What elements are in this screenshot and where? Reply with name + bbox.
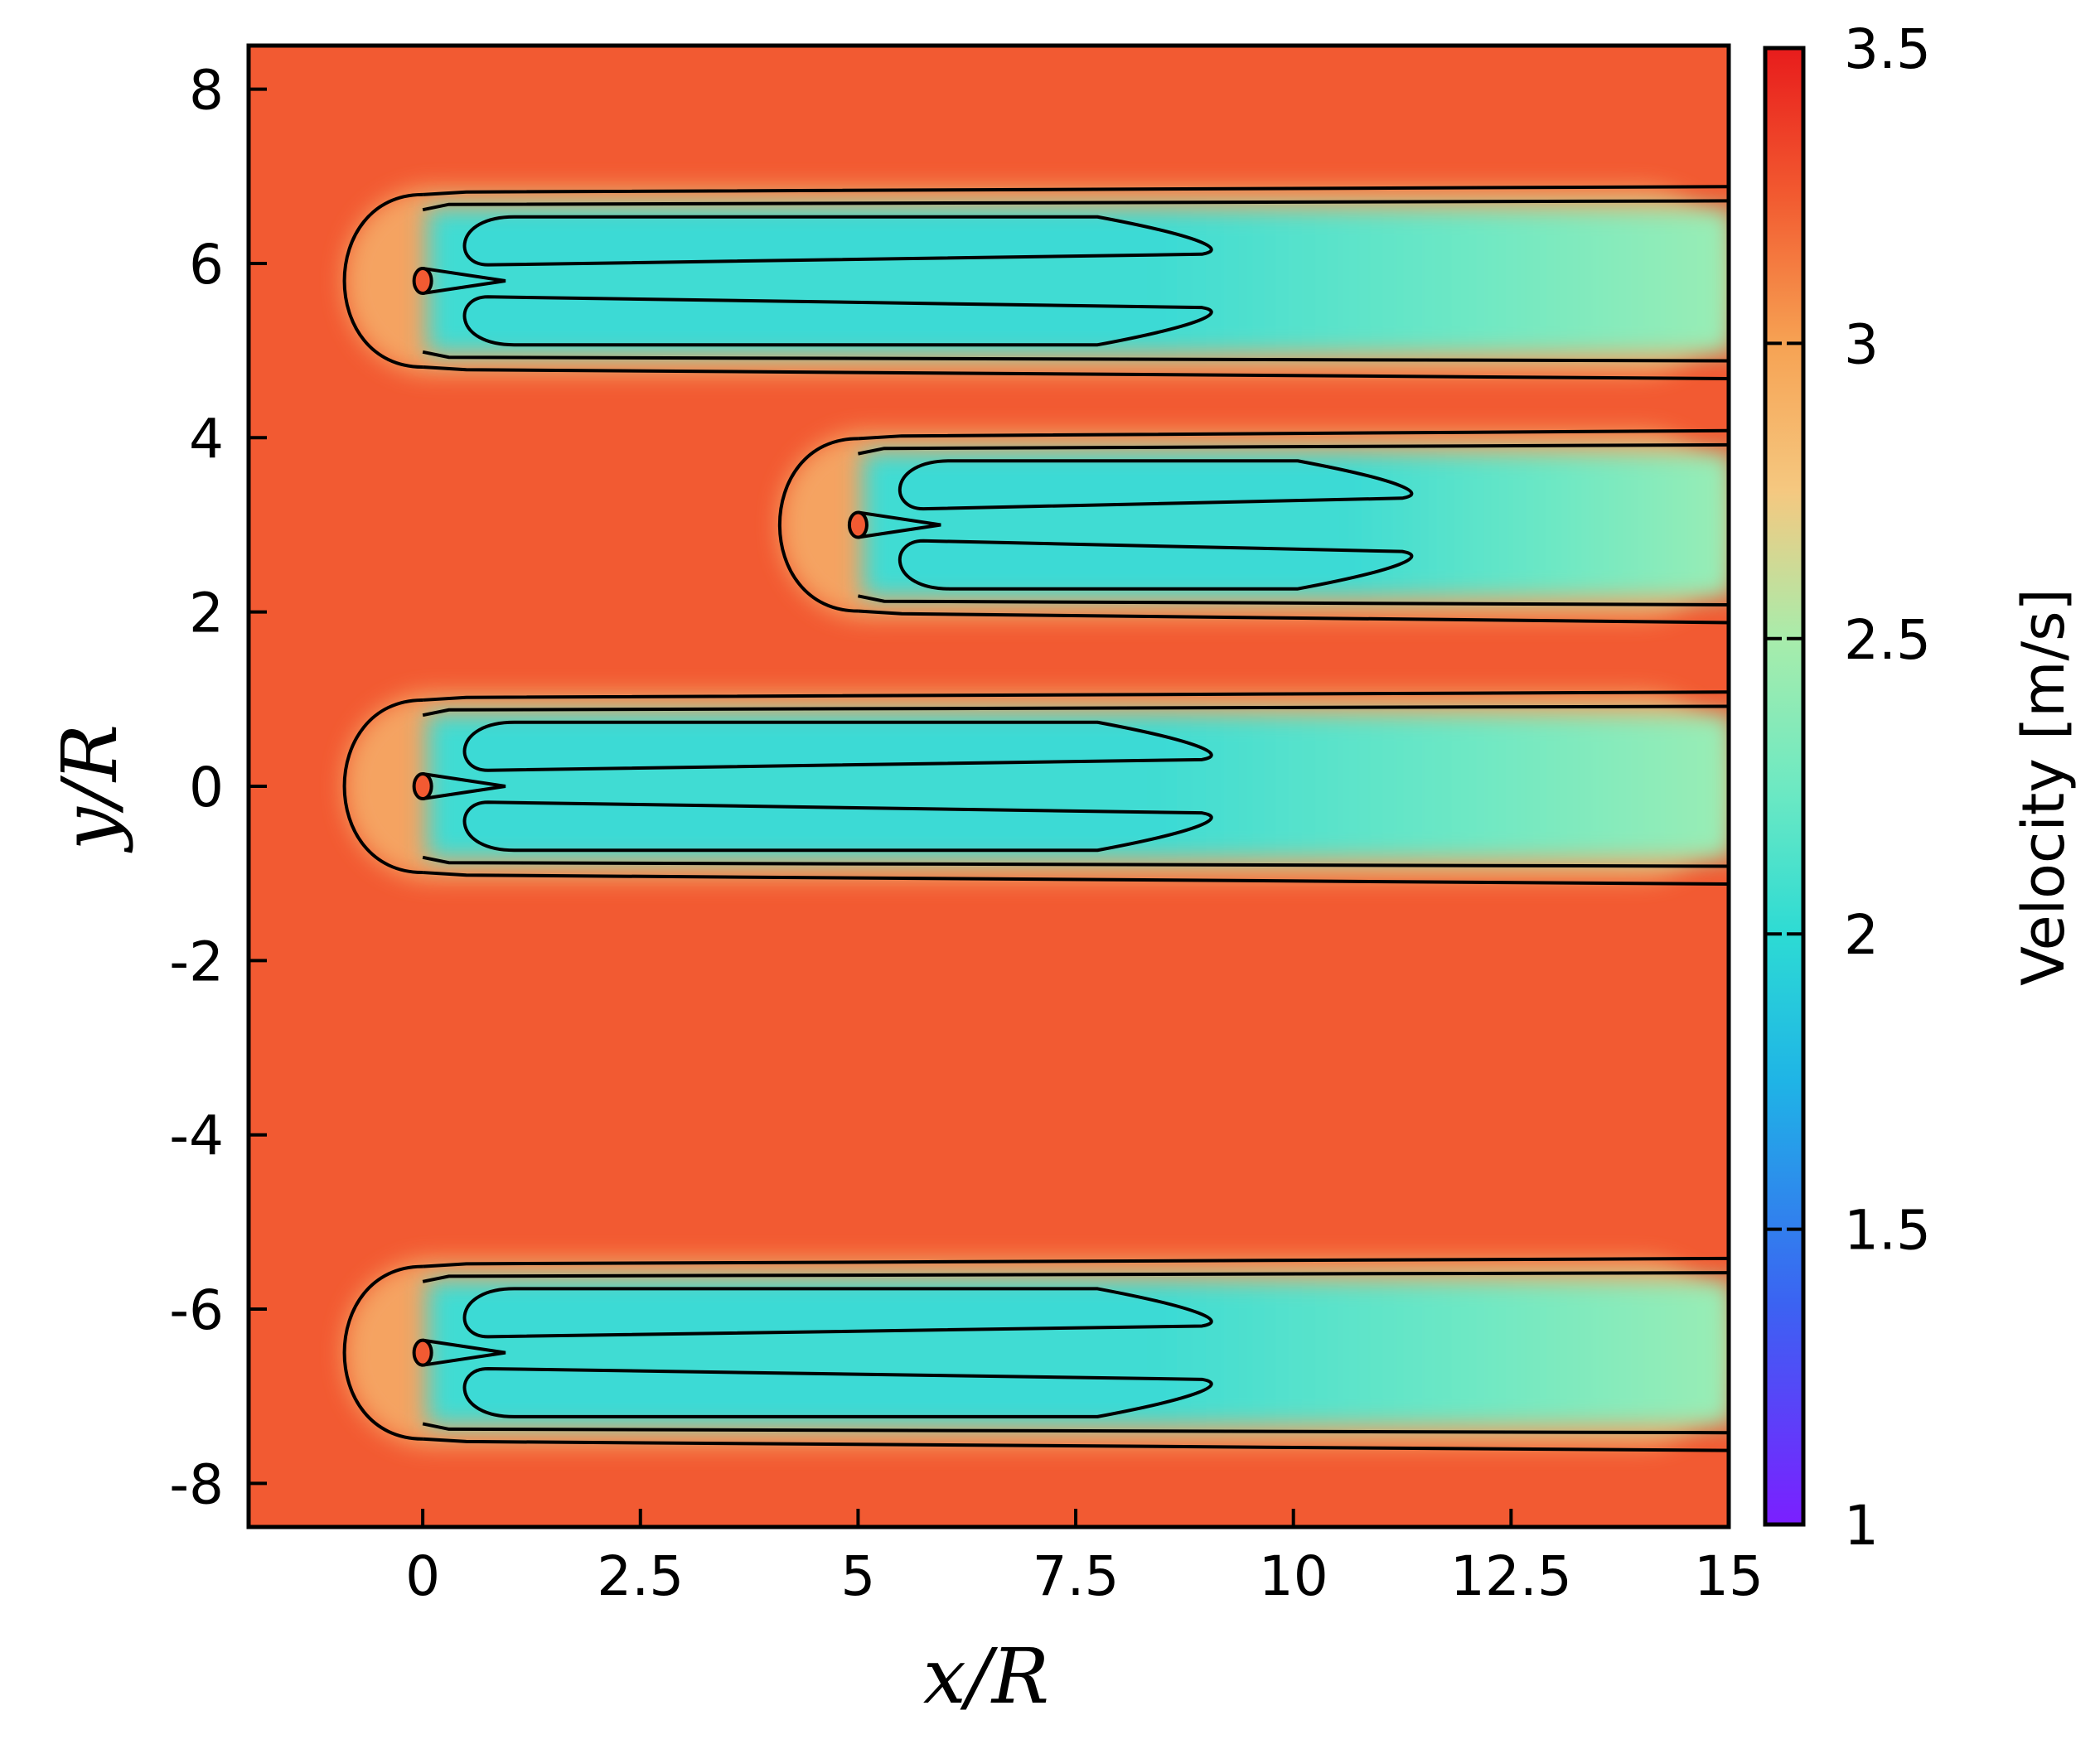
x-tick-label: 7.5 (1033, 1544, 1120, 1608)
contour-line (777, 437, 859, 613)
x-axis-label: x/R (923, 1632, 1049, 1721)
colorbar: 3.5 3 2.5 2 1.5 1 Velocity [m/s] (1763, 17, 2078, 1558)
contour-line (898, 539, 1414, 591)
colorbar-tick-label: 3.5 (1844, 17, 1931, 81)
x-tick-label: 0 (405, 1544, 440, 1608)
colorbar-label: Velocity [m/s] (2010, 588, 2078, 986)
contour-line (422, 365, 1729, 380)
contour-line (462, 720, 1213, 772)
x-tick-label: 2.5 (597, 1544, 684, 1608)
x-tick-label: 12.5 (1450, 1544, 1572, 1608)
contour-line (422, 772, 506, 800)
hub-marker (412, 771, 433, 801)
contour-line (422, 199, 1729, 212)
contour-line (422, 1256, 1729, 1268)
y-tick-label: 8 (189, 59, 224, 123)
contour-line (422, 871, 1729, 887)
contour-line (422, 1437, 1729, 1452)
hub-marker (412, 266, 433, 295)
contour-line (898, 459, 1414, 511)
colorbar-tick-label: 1.5 (1844, 1199, 1931, 1263)
y-tick-label: -6 (169, 1278, 224, 1342)
colorbar-tick-label: 1 (1844, 1494, 1879, 1558)
y-axis: 8 6 4 2 0 -2 -4 -6 -8 (169, 59, 267, 1516)
contour-line (342, 698, 423, 875)
y-tick-label: -2 (169, 930, 224, 993)
colorbar-tick-label: 2.5 (1844, 608, 1931, 672)
y-tick-label: 4 (189, 407, 224, 471)
contour-line (422, 266, 506, 295)
colorbar-tick-label: 2 (1844, 903, 1879, 967)
colorbar-tick-label: 3 (1844, 312, 1879, 376)
contour-line (422, 1338, 506, 1367)
x-tick-label: 10 (1259, 1544, 1328, 1608)
y-tick-label: -4 (169, 1104, 224, 1168)
x-axis: 0 2.5 5 7.5 10 12.5 15 (405, 1509, 1764, 1608)
colorbar-gradient (1763, 46, 1806, 1527)
x-tick-label: 5 (840, 1544, 875, 1608)
contour-line (858, 594, 1729, 607)
plot-area (249, 46, 1729, 1527)
hub-marker (412, 1338, 433, 1367)
hub-marker (847, 510, 869, 539)
y-tick-label: 0 (189, 756, 224, 819)
contour-line (422, 185, 1729, 196)
contour-line (342, 1264, 423, 1441)
contour-line (858, 442, 1729, 456)
contour-line (422, 855, 1729, 868)
y-tick-label: 2 (189, 582, 224, 645)
contour-line (422, 690, 1729, 702)
contour-line (462, 1287, 1213, 1339)
y-tick-label: -8 (169, 1452, 224, 1516)
contour-lines (342, 185, 1729, 1452)
contour-line (422, 704, 1729, 718)
contour-line (858, 428, 1729, 441)
contour-line (422, 1271, 1729, 1283)
y-axis-label: y/R (46, 724, 134, 853)
contour-line (858, 510, 941, 539)
y-tick-label: 6 (189, 233, 224, 297)
contour-line (422, 350, 1729, 363)
contour-line (462, 215, 1213, 267)
x-tick-label: 15 (1694, 1544, 1764, 1608)
contour-line (858, 609, 1729, 625)
contour-line (462, 1366, 1213, 1418)
contour-line (422, 1422, 1729, 1435)
contour-line (462, 800, 1213, 853)
contour-line (462, 295, 1213, 347)
colorbar-ticks: 3.5 3 2.5 2 1.5 1 (1765, 17, 1931, 1558)
contour-line (342, 192, 423, 370)
